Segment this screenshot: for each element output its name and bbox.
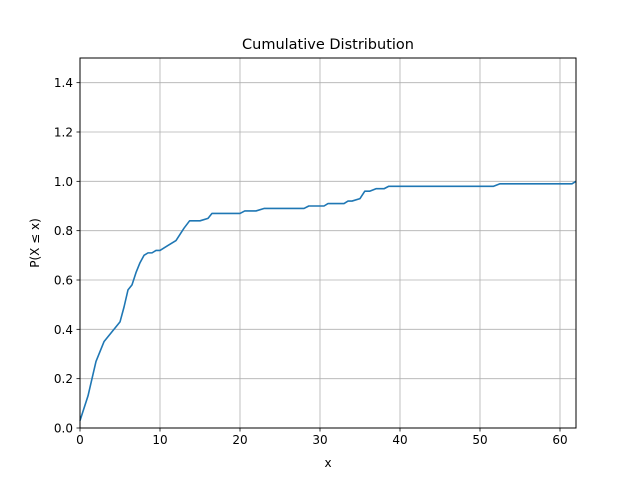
x-axis-label: x — [324, 456, 331, 470]
x-tick-label: 30 — [312, 433, 327, 447]
x-tick-label: 10 — [152, 433, 167, 447]
x-tick-label: 40 — [392, 433, 407, 447]
y-tick-label: 0.4 — [54, 323, 73, 337]
chart-title: Cumulative Distribution — [242, 37, 414, 53]
y-tick-label: 1.4 — [54, 76, 73, 90]
y-tick-label: 0.2 — [54, 372, 73, 386]
y-axis-label: P(X ≤ x) — [28, 218, 42, 268]
y-tick-label: 0.8 — [54, 224, 73, 238]
y-tick-label: 0.6 — [54, 274, 73, 288]
y-tick-label: 0.0 — [54, 422, 73, 436]
axis-ticks: 0 10 20 30 40 50 60 0.0 0.2 0.4 0.6 0.8 1.0 1.2 1.4 — [54, 76, 568, 447]
x-tick-label: 0 — [76, 433, 84, 447]
x-tick-label: 50 — [472, 433, 487, 447]
x-tick-label: 60 — [552, 433, 567, 447]
y-tick-label: 1.2 — [54, 126, 73, 140]
series-layer — [79, 180, 577, 421]
cdf-series-line — [79, 180, 577, 421]
y-tick-label: 1.0 — [54, 175, 73, 189]
plot-frame — [79, 57, 577, 429]
x-tick-label: 20 — [232, 433, 247, 447]
